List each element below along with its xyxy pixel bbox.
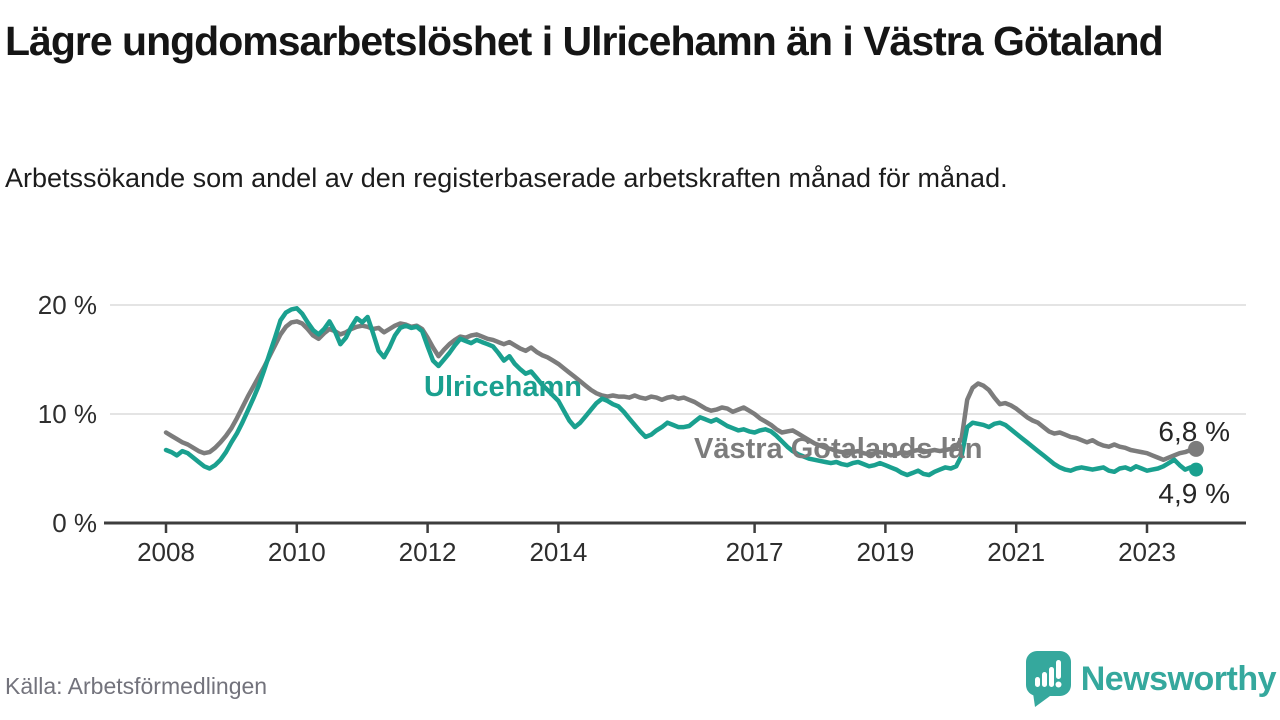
series-line-ulricehamn	[163, 306, 1199, 478]
chart-subtitle: Arbetssökande som andel av den registerb…	[5, 163, 1008, 193]
logo-exclamation-bar	[1055, 660, 1061, 679]
end-dot-ulricehamn	[1189, 462, 1204, 477]
newsworthy-logo-text: Newsworthy	[1080, 659, 1277, 698]
x-tick-label: 2014	[529, 537, 587, 567]
series-label-vastra-gotalands-lan: Västra Götalands län	[694, 433, 983, 465]
source-attribution: Källa: Arbetsförmedlingen	[5, 673, 268, 699]
x-tick-label: 2008	[137, 537, 195, 567]
logo-bar-medium	[1041, 672, 1047, 687]
series-line-vastra-gotaland	[163, 319, 1199, 463]
x-axis: 2008 2010 2012 2014 2017 2019 2021 2023	[137, 523, 1176, 567]
y-axis-labels: 20 % 10 % 0 %	[38, 290, 97, 538]
newsworthy-logo-icon	[1025, 651, 1071, 707]
x-tick-label: 2023	[1118, 537, 1176, 567]
gridlines	[104, 304, 1246, 525]
logo-exclamation-dot	[1055, 681, 1062, 688]
unemployment-line-chart: 20 % 10 % 0 % 2008 2010 2012 2014 2017 2019 2021…	[38, 290, 1246, 567]
series-end-dots	[1188, 440, 1205, 477]
x-tick-label: 2017	[726, 537, 784, 567]
end-value-label-ulricehamn: 4,9 %	[1158, 478, 1230, 509]
end-dot-vastra-gotaland	[1188, 440, 1205, 457]
x-tick-label: 2010	[268, 537, 326, 567]
x-tick-label: 2012	[399, 537, 457, 567]
y-tick-label: 0 %	[52, 508, 97, 538]
x-tick-label: 2019	[856, 537, 914, 567]
page-title: Lägre ungdomsarbetslöshet i Ulricehamn ä…	[5, 18, 1164, 64]
newsworthy-logo: Newsworthy	[1025, 650, 1277, 708]
x-tick-label: 2021	[987, 537, 1045, 567]
y-tick-label: 10 %	[38, 399, 97, 429]
end-value-label-vastra-gotaland: 6,8 %	[1158, 416, 1230, 447]
y-tick-label: 20 %	[38, 290, 97, 320]
logo-bubble-tail	[1032, 693, 1050, 707]
logo-bar-large	[1048, 667, 1054, 687]
logo-bubble	[1025, 651, 1071, 696]
logo-bar-small	[1034, 677, 1040, 687]
series-label-ulricehamn: Ulricehamn	[424, 371, 582, 403]
series-lines	[163, 306, 1199, 478]
